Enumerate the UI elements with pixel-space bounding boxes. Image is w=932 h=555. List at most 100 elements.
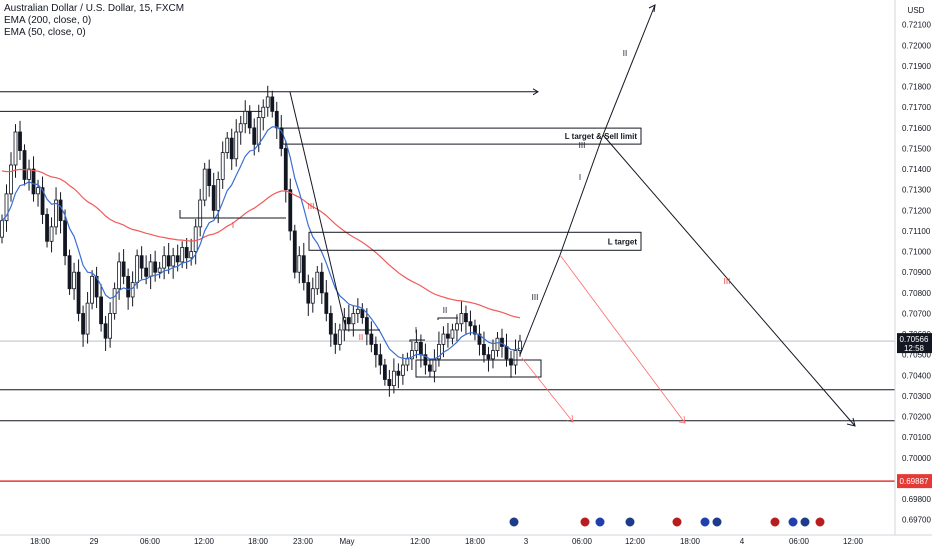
event-flag-icon[interactable] (769, 516, 781, 528)
ema200-line (1, 168, 521, 319)
candle-body (446, 333, 450, 339)
price-tick-label: 0.70700 (902, 309, 931, 318)
time-tick-label: 18:00 (465, 537, 486, 546)
event-flag-icon[interactable] (699, 516, 711, 528)
candle-body (153, 261, 158, 273)
symbol-title[interactable]: Australian Dollar / U.S. Dollar, 15, FXC… (4, 3, 185, 14)
bear-projection-arrow (846, 417, 856, 427)
event-flag-icon[interactable] (624, 516, 636, 528)
price-tick-label: 0.70800 (902, 289, 931, 298)
time-tick-label: 23:00 (293, 537, 314, 546)
candle-body (310, 288, 315, 304)
candle-body (391, 370, 396, 387)
price-axis[interactable]: USD 0.72100 0.72000 0.71900 0.71800 0.71700 0.… (894, 0, 932, 550)
countdown-text: 12:58 (904, 344, 925, 353)
sell-limit-box[interactable] (282, 127, 642, 145)
candle-body (261, 106, 266, 118)
candle-body (157, 267, 162, 273)
ema50-legend[interactable]: EMA (50, close, 0) (4, 27, 86, 38)
resistance-ray-arrow (532, 88, 539, 96)
l-target-box[interactable] (308, 231, 642, 251)
red-projection[interactable] (559, 254, 686, 424)
event-flag-icon[interactable] (579, 516, 591, 528)
candle-body (189, 251, 194, 259)
candle-body (306, 282, 311, 304)
candle-body (324, 292, 329, 314)
down-trendline[interactable] (289, 91, 346, 326)
candle-body (144, 267, 149, 277)
ema200-legend[interactable]: EMA (200, close, 0) (4, 15, 92, 26)
candle-body (198, 199, 203, 228)
event-flag-icon[interactable] (799, 516, 811, 528)
candle-body (437, 343, 441, 360)
event-flag-icon[interactable] (814, 516, 826, 528)
candle-body (265, 96, 270, 108)
candle-body (428, 364, 432, 372)
bull-projection[interactable] (519, 4, 656, 356)
chart-legend: Australian Dollar / U.S. Dollar, 15, FXC… (4, 3, 184, 39)
candles (0, 85, 522, 397)
economic-events[interactable] (508, 516, 826, 528)
time-tick-label: 18:00 (30, 537, 51, 546)
candle-body (355, 308, 360, 314)
currency-label: USD (908, 6, 925, 15)
candle-body (473, 325, 477, 335)
candle-body (36, 187, 40, 195)
step-arrow-2 (344, 320, 380, 331)
price-tick-label: 0.70100 (902, 433, 931, 442)
price-tick-label: 0.69700 (902, 516, 931, 525)
bear-projection[interactable] (602, 134, 856, 427)
last-price-text: 0.70566 (900, 335, 929, 344)
candle-body (364, 317, 369, 335)
candle-body (130, 282, 135, 298)
candle-body (351, 313, 356, 325)
wave-label: III (532, 293, 539, 302)
red-projection-short[interactable] (521, 357, 574, 423)
candle-body (468, 321, 473, 327)
consolidation-box[interactable] (415, 359, 542, 378)
event-flag-icon[interactable] (508, 516, 520, 528)
candle-body (297, 255, 302, 273)
red-level-price-tag[interactable] (897, 474, 932, 489)
candle-body (378, 354, 383, 366)
step-arrow-3 (409, 339, 425, 342)
event-flag-icon[interactable] (711, 516, 723, 528)
horizontal-levels[interactable] (0, 88, 895, 482)
candle-body (346, 317, 351, 325)
wave-label: III (724, 277, 731, 286)
candle-body (459, 313, 464, 325)
candle-body (301, 255, 306, 283)
wave-label: II (443, 306, 447, 315)
event-flag-icon[interactable] (671, 516, 683, 528)
candle-body (432, 358, 437, 372)
ema-lines (1, 126, 521, 360)
price-tick-label: 0.70500 (902, 351, 931, 360)
event-flag-icon[interactable] (594, 516, 606, 528)
event-flag-icon[interactable] (787, 516, 799, 528)
candle-body (211, 185, 216, 211)
candle-body (184, 247, 189, 259)
candle-body (477, 333, 482, 345)
price-tick-label: 0.71200 (902, 206, 931, 215)
price-tick-label: 0.70000 (902, 454, 931, 463)
candle-body (193, 226, 198, 252)
time-tick-label: May (339, 537, 354, 546)
candle-body (4, 193, 9, 222)
price-tick-label: 0.69800 (902, 495, 931, 504)
candle-body (180, 247, 185, 263)
price-tick-label: 0.71600 (902, 124, 931, 133)
candle-body (112, 288, 117, 314)
candle-body (166, 255, 171, 267)
time-tick-label: 12:00 (625, 537, 646, 546)
time-tick-label: 12:00 (410, 537, 431, 546)
last-price-tag[interactable] (897, 333, 932, 354)
candle-body (518, 340, 522, 351)
time-axis[interactable]: 18:00 29 06:00 12:00 18:00 23:00 May 12:00 18:00… (0, 534, 932, 546)
candle-body (31, 168, 36, 195)
candle-body (455, 323, 459, 331)
candle-body (486, 354, 491, 360)
